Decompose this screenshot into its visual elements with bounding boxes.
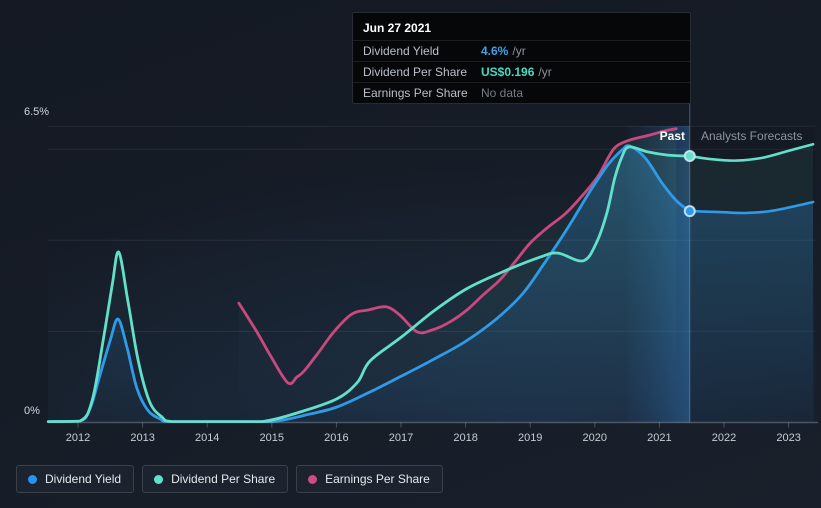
dividend-per-share-line-past <box>46 145 692 424</box>
x-axis-year-label: 2022 <box>712 432 736 444</box>
past-zone-label: Past <box>659 129 685 143</box>
tooltip-date: Jun 27 2021 <box>363 21 432 35</box>
legend-label: Dividend Per Share <box>171 472 276 486</box>
x-axis-year-label: 2018 <box>453 432 477 444</box>
legend-item-dividend-per-share[interactable]: Dividend Per Share <box>142 465 289 493</box>
legend-item-dividend-yield[interactable]: Dividend Yield <box>16 465 135 493</box>
dividend-per-share-divider-marker[interactable] <box>683 150 696 163</box>
x-axis-year-label: 2015 <box>260 432 284 444</box>
tooltip-row-dividend-per-share: Dividend Per Share US$0.196/yr <box>353 61 690 82</box>
y-axis-zero-label: 0% <box>24 405 40 417</box>
tooltip-label: Dividend Yield <box>363 44 440 58</box>
x-axis-year-label: 2020 <box>583 432 607 444</box>
tooltip-value-suffix: /yr <box>512 44 526 58</box>
x-axis-year-label: 2017 <box>389 432 413 444</box>
legend-color-dot <box>28 474 37 484</box>
earnings-per-share-line-past <box>237 127 678 386</box>
legend-label: Earnings Per Share <box>325 472 430 486</box>
dividend-per-share-line-forecast <box>688 142 815 162</box>
tooltip-rows: Dividend Yield 4.6%/yr Dividend Per Share U… <box>353 40 690 103</box>
x-axis-year-label: 2016 <box>324 432 348 444</box>
legend-color-dot <box>308 474 318 484</box>
dividend-yield-divider-marker[interactable] <box>683 205 696 218</box>
dividend-yield-line-past <box>46 144 692 424</box>
legend-item-earnings-per-share[interactable]: Earnings Per Share <box>296 465 443 493</box>
tooltip-value: No data <box>481 86 524 100</box>
tooltip-value: US$0.196 <box>481 65 535 79</box>
x-axis-year-label: 2023 <box>776 432 800 444</box>
tooltip-label: Dividend Per Share <box>363 65 468 79</box>
tooltip-row-dividend-yield: Dividend Yield 4.6%/yr <box>353 40 690 61</box>
earnings-per-share-area-fill <box>238 128 677 423</box>
chart-legend: Dividend Yield Dividend Per Share Earnings… <box>16 465 443 493</box>
tooltip-row-earnings-per-share: Earnings Per Share No data <box>353 82 690 103</box>
tooltip-label: Earnings Per Share <box>363 86 468 100</box>
forecast-zone-label: Analysts Forecasts <box>701 129 803 143</box>
x-axis-year-label: 2013 <box>130 432 154 444</box>
legend-color-dot <box>154 474 164 484</box>
legend-label: Dividend Yield <box>45 472 122 486</box>
dividend-yield-line-forecast <box>688 200 815 215</box>
chart-tooltip: Jun 27 2021 Dividend Yield 4.6%/yr Dividen… <box>352 12 691 104</box>
y-axis-top-label: 6.5% <box>24 106 50 118</box>
x-axis-year-label: 2014 <box>195 432 219 444</box>
x-axis-year-label: 2019 <box>518 432 542 444</box>
x-axis-year-label: 2021 <box>647 432 671 444</box>
tooltip-value-suffix: /yr <box>538 65 552 79</box>
tooltip-value: 4.6% <box>481 44 509 58</box>
x-axis-year-label: 2012 <box>66 432 90 444</box>
